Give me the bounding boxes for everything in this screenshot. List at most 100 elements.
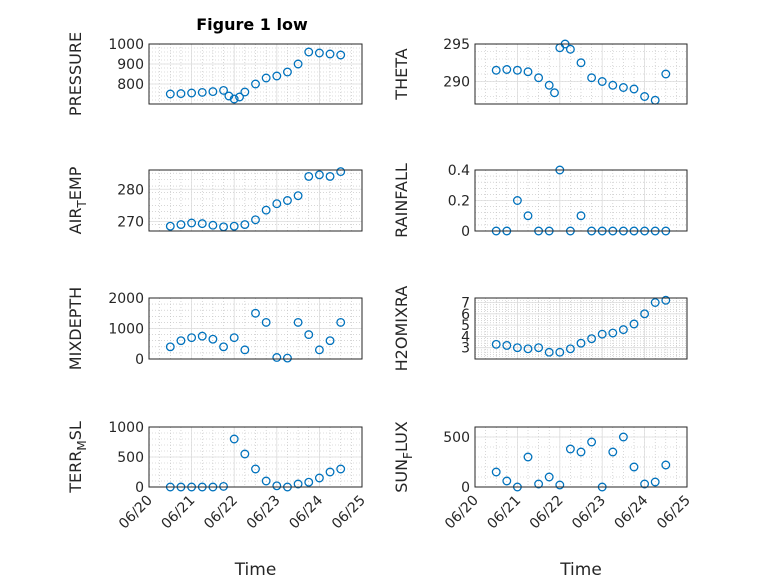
data-point xyxy=(325,467,335,477)
data-point xyxy=(261,73,271,83)
x-tick-label: 06/20 xyxy=(116,493,156,533)
y-tick-label: 4 xyxy=(461,329,470,345)
data-point xyxy=(240,345,250,355)
data-point xyxy=(272,353,282,362)
x-tick-label: 06/25 xyxy=(654,493,694,533)
data-point xyxy=(304,171,314,181)
data-point xyxy=(272,481,282,491)
y-axis-label: SUNFLUX xyxy=(392,421,415,493)
data-point xyxy=(534,479,544,489)
data-point xyxy=(618,83,628,92)
data-point xyxy=(251,308,260,318)
subplot-terr-msl: 0 500 1000 06/20 06/21 06/22 06/23 06/24 06/25 TE… xyxy=(66,420,369,580)
y-axis-label: RAINFALL xyxy=(392,163,411,238)
data-point xyxy=(523,67,533,77)
y-axis-label: TERRMSL xyxy=(66,421,89,494)
axes-border xyxy=(474,426,688,488)
data-point xyxy=(650,298,660,307)
data-point xyxy=(336,317,346,327)
y-tick-label: 5 xyxy=(461,318,470,334)
y-tick-label: 1000 xyxy=(108,37,144,53)
y-tick-label: 0 xyxy=(461,224,470,240)
data-point xyxy=(661,69,671,79)
data-point xyxy=(240,220,250,230)
y-axis-label: AIRTEMP xyxy=(66,166,89,234)
subplot-theta: 290 295 THETA xyxy=(392,37,688,105)
data-point xyxy=(219,342,228,352)
data-point xyxy=(314,48,324,58)
data-point xyxy=(336,464,346,474)
data-point xyxy=(304,330,314,340)
data-point xyxy=(240,87,250,97)
data-point xyxy=(283,196,292,205)
axes-border xyxy=(148,426,363,488)
data-point xyxy=(608,80,618,90)
data-point xyxy=(661,460,671,470)
data-point xyxy=(283,353,292,363)
y-tick-label: 1000 xyxy=(108,322,144,338)
data-point xyxy=(491,467,501,477)
x-tick-label: 06/23 xyxy=(244,493,284,533)
data-point xyxy=(325,49,335,59)
axes-border xyxy=(148,297,363,360)
y-tick-label: 900 xyxy=(117,57,144,73)
y-tick-label: 295 xyxy=(443,37,470,53)
data-point xyxy=(608,328,618,338)
data-point xyxy=(523,452,533,462)
data-point xyxy=(512,65,522,75)
axes-border xyxy=(148,43,363,105)
data-point xyxy=(272,199,282,209)
data-point xyxy=(283,67,292,77)
data-point xyxy=(187,88,197,98)
y-tick-label: 6 xyxy=(461,307,470,323)
y-tick-label: 0 xyxy=(461,480,470,496)
data-point xyxy=(640,92,650,101)
x-tick-label: 06/22 xyxy=(201,493,241,533)
x-tick-label: 06/24 xyxy=(286,492,326,532)
data-point xyxy=(272,71,282,81)
data-point xyxy=(229,434,239,444)
subplot-pressure: 800 900 1000 PRESSURE xyxy=(66,32,363,116)
data-point xyxy=(219,85,228,95)
data-point xyxy=(555,347,565,357)
data-point xyxy=(325,171,335,181)
data-point xyxy=(587,73,597,83)
data-point xyxy=(565,444,575,454)
data-point xyxy=(502,476,512,486)
y-tick-label: 280 xyxy=(117,182,144,198)
data-point xyxy=(587,437,597,447)
y-axis-label: H2OMIXRA xyxy=(392,286,411,372)
data-point xyxy=(219,481,228,491)
axes-border xyxy=(474,169,688,232)
axes-border xyxy=(474,297,688,360)
data-point xyxy=(293,317,303,327)
x-tick-label: 06/23 xyxy=(569,493,609,533)
data-point xyxy=(629,84,639,94)
data-point xyxy=(293,479,303,489)
x-tick-label: 06/20 xyxy=(442,493,482,533)
data-point xyxy=(229,333,239,343)
data-point xyxy=(576,58,586,68)
data-point xyxy=(197,219,207,229)
y-tick-label: 0.4 xyxy=(448,163,470,179)
data-point xyxy=(187,333,197,343)
data-point xyxy=(325,336,335,346)
y-axis-label: MIXDEPTH xyxy=(66,287,85,370)
data-point xyxy=(176,89,186,99)
data-point xyxy=(197,331,207,341)
data-point xyxy=(314,170,324,180)
subplot-sun-flux: 0 500 06/20 06/21 06/22 06/23 06/24 06/25 SUNFLU… xyxy=(392,421,694,580)
data-point xyxy=(565,44,575,54)
data-point xyxy=(491,339,501,349)
data-point xyxy=(587,334,597,344)
y-tick-label: 2000 xyxy=(108,291,144,307)
data-point xyxy=(314,473,324,483)
data-point xyxy=(576,447,586,457)
data-point xyxy=(336,50,346,60)
y-tick-label: 800 xyxy=(117,77,144,93)
y-tick-label: 500 xyxy=(117,450,144,466)
data-point xyxy=(251,464,260,474)
y-tick-label: 0.2 xyxy=(448,194,470,210)
subplot-mixdepth: 0 1000 2000 MIXDEPTH xyxy=(66,287,363,370)
